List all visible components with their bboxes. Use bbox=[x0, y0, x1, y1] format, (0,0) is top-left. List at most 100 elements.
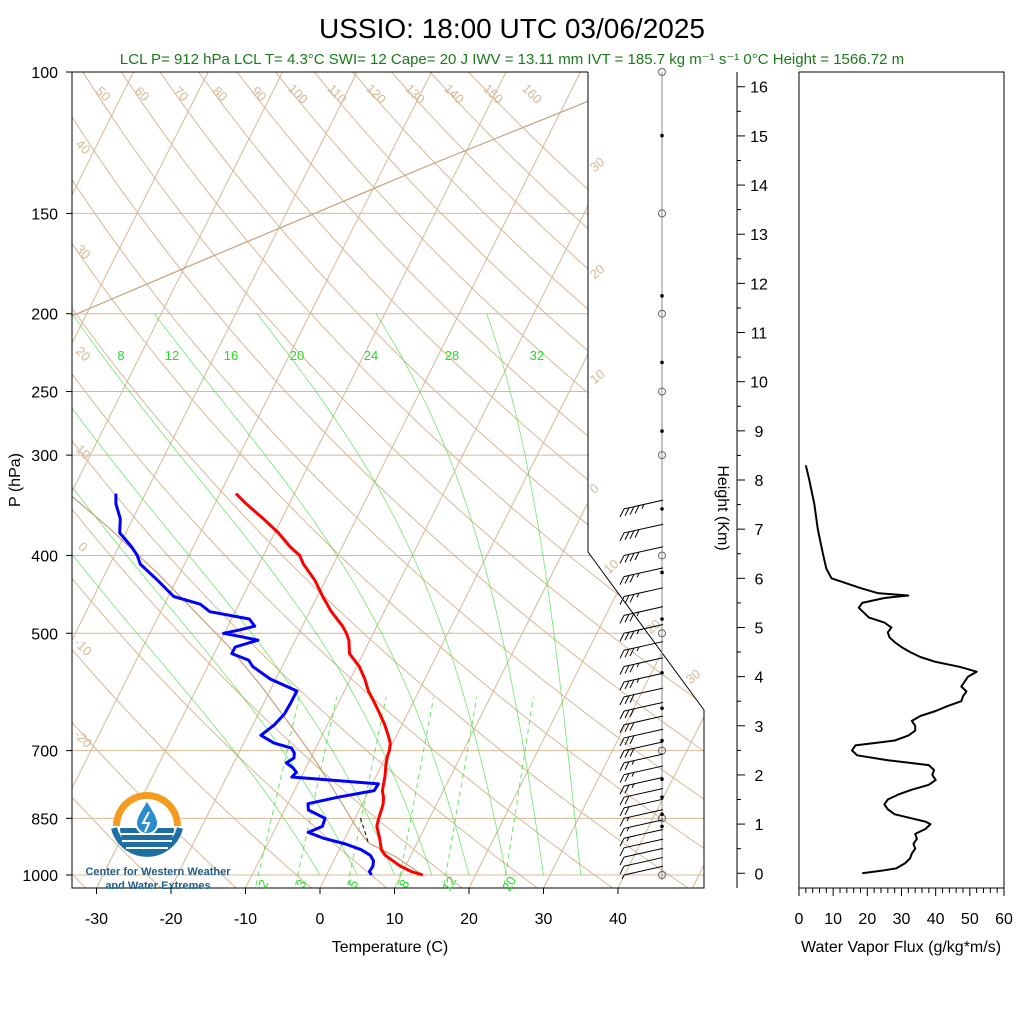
flux-tick-label: 0 bbox=[795, 911, 804, 928]
skewt-background bbox=[0, 72, 1024, 892]
lcl-marker bbox=[360, 818, 368, 843]
wind-barb-feather bbox=[620, 848, 624, 856]
pressure-tick-label: 500 bbox=[31, 626, 58, 643]
wind-barb-shaft bbox=[624, 777, 663, 786]
temperature-profile bbox=[236, 494, 423, 875]
wind-barb-feather bbox=[620, 697, 624, 705]
dry-adiabat-line bbox=[391, 72, 1024, 892]
height-tick-label: 15 bbox=[750, 129, 768, 146]
wind-barb-feather bbox=[620, 577, 624, 585]
mixing-ratio-line bbox=[504, 697, 533, 885]
pressure-tick-label: 850 bbox=[31, 811, 58, 828]
mixing-ratio-line bbox=[444, 697, 477, 885]
wind-barb-feather bbox=[620, 775, 624, 783]
temperature-tick-label: 20 bbox=[460, 911, 478, 928]
pressure-tick-label: 250 bbox=[31, 385, 58, 402]
isotherm-line bbox=[97, 72, 507, 888]
isotherm-line bbox=[0, 72, 283, 888]
dry-adiabat-label: 0 bbox=[75, 539, 91, 555]
height-axis-title: Height (Km) bbox=[714, 465, 731, 550]
dry-adiabat-line bbox=[0, 72, 392, 892]
flux-axis-title: Water Vapor Flux (g/kg*m/s) bbox=[801, 939, 1001, 956]
wind-barb-shaft bbox=[624, 866, 663, 875]
wind-barb-shaft bbox=[624, 673, 663, 682]
wind-barb bbox=[620, 766, 663, 783]
wind-barb-shaft bbox=[624, 754, 663, 763]
wind-barb bbox=[620, 754, 663, 771]
height-tick-label: 11 bbox=[751, 326, 768, 343]
theta-e-label: 0 bbox=[587, 480, 602, 496]
wind-barb-feather bbox=[620, 555, 624, 563]
logo-line-1: Center for Western Weather bbox=[85, 866, 231, 878]
wind-barb-feather bbox=[620, 633, 624, 641]
wind-barb-feather bbox=[620, 533, 624, 541]
flux-tick-label: 50 bbox=[961, 911, 979, 928]
dry-adiabat-line bbox=[0, 72, 618, 892]
height-tick-label: 12 bbox=[750, 276, 768, 293]
wind-barb-shaft bbox=[624, 766, 663, 775]
temperature-tick-label: 0 bbox=[316, 911, 325, 928]
moist-adiabat-line bbox=[487, 314, 581, 875]
isotherm-label: 130 bbox=[402, 81, 428, 107]
mixing-ratio-label: 12 bbox=[165, 348, 179, 363]
mixing-ratio-line bbox=[256, 697, 299, 885]
dry-adiabat-label: -10 bbox=[71, 635, 95, 659]
dry-adiabat-label: 40 bbox=[73, 136, 94, 157]
wind-level-dot bbox=[660, 134, 664, 138]
isotherm-label: 110 bbox=[325, 81, 350, 106]
height-tick-label: 13 bbox=[750, 227, 768, 244]
wind-barb bbox=[620, 568, 663, 585]
theta-e-label: 20 bbox=[587, 261, 608, 282]
moist-adiabat-line bbox=[72, 314, 432, 875]
isotherm-label: 60 bbox=[132, 83, 153, 104]
pressure-tick-label: 100 bbox=[31, 65, 58, 82]
isotherm-label: 140 bbox=[441, 81, 467, 107]
theta-e-label: 10 bbox=[587, 366, 608, 387]
pressure-tick-label: 150 bbox=[31, 206, 58, 223]
mixing-ratio-bottom-label: 12 bbox=[439, 874, 459, 894]
temperature-tick-label: -20 bbox=[159, 911, 182, 928]
wind-barb-feather bbox=[620, 711, 624, 719]
wind-level-dot bbox=[660, 812, 664, 816]
wind-barb-feather bbox=[620, 682, 624, 690]
pressure-tick-label: 300 bbox=[31, 448, 58, 465]
chart-subtitle: LCL P= 912 hPa LCL T= 4.3°C SWI= 12 Cape… bbox=[120, 51, 904, 68]
height-tick-label: 2 bbox=[755, 768, 764, 785]
isotherm-line bbox=[246, 72, 656, 888]
moist-adiabat-line bbox=[154, 314, 469, 875]
wind-level-dot bbox=[660, 825, 664, 829]
wind-barb-shaft bbox=[624, 839, 663, 848]
wind-barb-shaft bbox=[624, 568, 663, 577]
wind-barb-feather bbox=[620, 763, 624, 771]
dry-adiabat-label: 20 bbox=[73, 343, 94, 364]
wind-barb-shaft bbox=[624, 607, 663, 616]
flux-tick-label: 10 bbox=[824, 911, 842, 928]
wind-barb-shaft bbox=[624, 716, 663, 725]
wind-barb-shaft bbox=[624, 729, 663, 738]
wind-barb bbox=[620, 524, 663, 541]
wind-level-dot bbox=[660, 795, 664, 799]
wind-barb bbox=[620, 500, 663, 517]
mixing-ratio-label: 24 bbox=[364, 348, 378, 363]
wind-barb bbox=[620, 547, 663, 564]
dry-adiabat-label: 30 bbox=[73, 241, 94, 262]
wind-barb-feather bbox=[620, 615, 624, 623]
wind-barb-feather bbox=[620, 751, 624, 759]
isotherm-line bbox=[320, 72, 730, 888]
dry-adiabat-line bbox=[83, 72, 996, 892]
wind-barb-shaft bbox=[624, 524, 663, 533]
flux-frame bbox=[799, 72, 1004, 888]
height-tick-label: 6 bbox=[755, 571, 764, 588]
pressure-axis-title: P (hPa) bbox=[7, 453, 24, 507]
mixing-ratio-bottom-label: 8 bbox=[396, 877, 413, 891]
wind-level-dot bbox=[660, 294, 664, 298]
wind-barb-shaft bbox=[624, 848, 663, 857]
pressure-tick-label: 400 bbox=[31, 548, 58, 565]
height-tick-label: 16 bbox=[750, 80, 768, 97]
wind-barb-shaft bbox=[624, 702, 663, 711]
isotherm-line bbox=[171, 72, 581, 888]
height-tick-label: 10 bbox=[750, 375, 768, 392]
